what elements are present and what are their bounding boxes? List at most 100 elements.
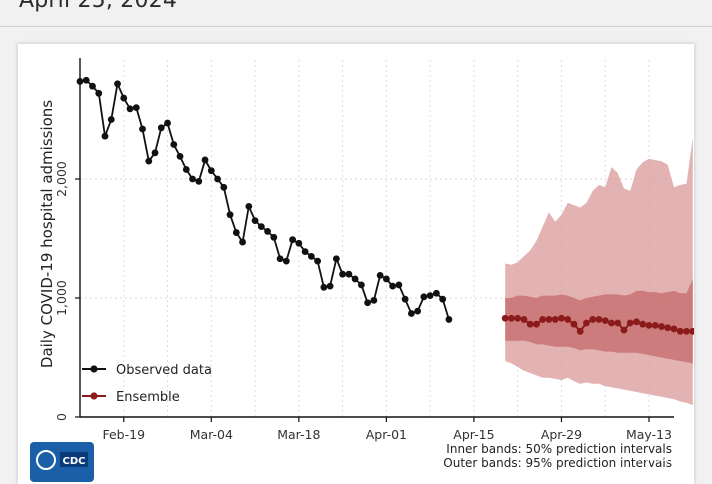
observed-point	[376, 271, 384, 279]
observed-point	[445, 316, 453, 323]
y-tick-label: 1,000	[54, 280, 69, 316]
observed-point	[345, 270, 353, 278]
ensemble-point	[608, 319, 615, 327]
observed-point	[339, 270, 347, 278]
observed-point	[232, 229, 240, 236]
inner-bands-note: Inner bands: 50% prediction intervals	[446, 442, 672, 456]
y-tick-label: 2,000	[54, 161, 69, 197]
observed-point	[126, 105, 134, 113]
ensemble-point	[526, 320, 534, 328]
x-tick-label: Apr-15	[453, 427, 494, 442]
observed-point	[420, 293, 428, 301]
observed-point	[314, 257, 321, 265]
ensemble-point	[583, 319, 590, 327]
observed-point	[189, 175, 196, 183]
date-text: April 25, 2024	[19, 0, 178, 13]
ensemble-point	[664, 324, 672, 332]
chart-card: 0 1,000 2,000 Feb-19 Mar-04 Mar-18 Apr-01 Apr-1…	[18, 44, 694, 484]
ensemble-point	[576, 327, 584, 335]
observed-point	[207, 167, 215, 175]
cdc-wordmark: CDC	[63, 456, 86, 467]
observed-point	[407, 310, 415, 317]
observed-point	[157, 124, 165, 132]
legend-ensemble-label: Ensemble	[116, 390, 180, 405]
legend-observed-label: Observed data	[116, 363, 212, 378]
observed-point	[95, 89, 103, 97]
observed-point	[289, 236, 296, 244]
observed-point	[101, 132, 109, 140]
cdc-wordmark-box	[60, 452, 88, 467]
observed-point	[107, 116, 115, 123]
observed-point	[401, 295, 409, 303]
ensemble-point	[539, 316, 547, 323]
ensemble-point	[570, 320, 578, 328]
ensemble-point	[633, 318, 640, 326]
x-tick-label: Apr-29	[541, 427, 582, 442]
ensemble-point	[639, 320, 647, 328]
observed-point	[151, 149, 159, 157]
observed-point	[176, 152, 184, 160]
observed-point	[89, 82, 96, 90]
observed-point	[364, 299, 372, 307]
observed-point	[239, 238, 246, 246]
band-95	[505, 137, 693, 406]
ensemble-point	[651, 321, 659, 329]
ensemble-point	[626, 319, 634, 327]
observed-point	[382, 275, 390, 283]
observed-point	[201, 156, 209, 164]
observed-point	[264, 227, 271, 235]
observed-point	[332, 255, 340, 263]
observed-point	[439, 295, 447, 303]
observed-point	[214, 175, 221, 183]
observed-point	[195, 177, 203, 185]
observed-point	[320, 283, 328, 291]
observed-point	[170, 141, 178, 148]
observed-point	[370, 296, 378, 304]
observed-point	[82, 76, 90, 84]
observed-point	[351, 275, 359, 283]
observed-point	[395, 281, 403, 289]
observed-point	[251, 217, 259, 225]
ensemble-point	[514, 314, 522, 322]
band-layer	[505, 137, 693, 406]
ensemble-point	[501, 314, 509, 322]
observed-point	[257, 223, 265, 231]
observed-point	[389, 282, 397, 290]
ensemble-point	[601, 317, 609, 325]
x-tick-label: Feb-19	[102, 427, 145, 442]
observed-point	[139, 125, 146, 133]
observed-point	[276, 255, 284, 263]
ensemble-point	[683, 327, 690, 335]
ensemble-point	[558, 314, 565, 322]
observed-point	[270, 233, 278, 241]
ensemble-point	[508, 314, 515, 322]
observed-point	[164, 119, 171, 127]
x-tick-label: May-13	[626, 427, 672, 442]
observed-point	[182, 166, 190, 173]
ensemble-point	[620, 326, 628, 334]
observed-point	[114, 80, 121, 88]
date-header: April 25, 2024	[0, 0, 712, 27]
ensemble-point	[670, 325, 678, 333]
x-tick-label: Mar-18	[277, 427, 320, 442]
axis-layer: 0 1,000 2,000 Feb-19 Mar-04 Mar-18 Apr-01 Apr-1…	[54, 58, 674, 442]
line-layer	[76, 76, 694, 335]
ensemble-point	[614, 319, 622, 327]
observed-point	[132, 104, 140, 111]
outer-bands-note: Outer bands: 95% prediction intervals	[443, 456, 672, 470]
x-tick-label: Mar-04	[190, 427, 233, 442]
observed-point	[414, 307, 422, 315]
legend: Observed data Ensemble	[82, 363, 212, 405]
observed-point	[426, 292, 434, 300]
ensemble-point	[595, 316, 603, 323]
observed-point	[433, 289, 440, 297]
observed-point	[307, 252, 315, 260]
observed-point	[326, 282, 334, 290]
ensemble-point	[564, 316, 572, 323]
observed-point	[295, 239, 303, 247]
credit-text: Courtesy	[634, 454, 670, 463]
observed-point	[145, 157, 153, 165]
observed-point	[245, 202, 253, 210]
observed-point	[220, 183, 228, 191]
observed-point	[282, 257, 290, 265]
